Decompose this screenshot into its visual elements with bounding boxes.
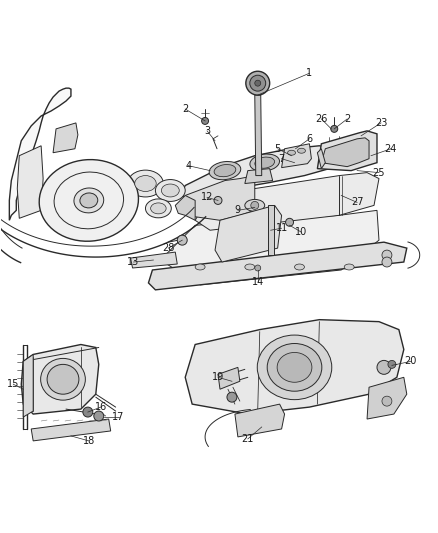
Ellipse shape <box>294 264 304 270</box>
Text: 12: 12 <box>201 192 213 203</box>
Polygon shape <box>185 175 255 220</box>
Ellipse shape <box>209 161 241 180</box>
Circle shape <box>388 360 396 368</box>
Circle shape <box>227 392 237 402</box>
Circle shape <box>177 235 187 245</box>
Ellipse shape <box>127 170 163 197</box>
Ellipse shape <box>74 188 104 213</box>
Text: 2: 2 <box>344 114 350 124</box>
Polygon shape <box>31 419 111 441</box>
Polygon shape <box>23 354 33 417</box>
Polygon shape <box>367 377 407 419</box>
Ellipse shape <box>214 165 236 177</box>
Polygon shape <box>282 144 311 168</box>
Ellipse shape <box>344 264 354 270</box>
Polygon shape <box>318 131 377 171</box>
Ellipse shape <box>161 184 179 197</box>
Ellipse shape <box>245 264 255 270</box>
Polygon shape <box>185 320 404 414</box>
Circle shape <box>382 396 392 406</box>
Polygon shape <box>255 95 262 175</box>
Polygon shape <box>175 196 195 220</box>
Text: 7: 7 <box>279 154 285 164</box>
Text: 28: 28 <box>162 243 174 253</box>
Circle shape <box>255 265 261 271</box>
Text: 27: 27 <box>351 197 364 207</box>
Circle shape <box>251 201 259 209</box>
Polygon shape <box>245 168 273 183</box>
Polygon shape <box>17 146 43 219</box>
Ellipse shape <box>250 154 279 171</box>
Polygon shape <box>148 242 407 290</box>
Polygon shape <box>21 344 99 414</box>
Text: 15: 15 <box>7 379 20 389</box>
Polygon shape <box>53 123 78 153</box>
Text: 21: 21 <box>242 434 254 444</box>
Circle shape <box>382 257 392 267</box>
Ellipse shape <box>41 358 85 400</box>
Circle shape <box>246 71 270 95</box>
Ellipse shape <box>255 157 275 168</box>
Text: 18: 18 <box>83 436 95 446</box>
Polygon shape <box>318 149 325 168</box>
Text: 20: 20 <box>405 357 417 366</box>
Text: 6: 6 <box>306 134 312 144</box>
Ellipse shape <box>145 199 171 218</box>
Polygon shape <box>9 88 71 220</box>
Ellipse shape <box>47 365 79 394</box>
Polygon shape <box>180 146 334 200</box>
Ellipse shape <box>257 335 332 400</box>
Circle shape <box>83 407 93 417</box>
Text: 11: 11 <box>276 223 288 233</box>
Text: 9: 9 <box>235 205 241 215</box>
Polygon shape <box>195 173 379 230</box>
Text: 3: 3 <box>204 126 210 136</box>
Polygon shape <box>235 404 285 437</box>
Circle shape <box>255 80 261 86</box>
Text: 24: 24 <box>385 144 397 154</box>
Ellipse shape <box>297 148 305 153</box>
Polygon shape <box>218 367 240 389</box>
Text: 19: 19 <box>212 372 224 382</box>
Text: 4: 4 <box>185 160 191 171</box>
Circle shape <box>201 117 208 124</box>
Polygon shape <box>321 138 369 167</box>
Text: 16: 16 <box>95 402 107 412</box>
Circle shape <box>377 360 391 374</box>
Text: 1: 1 <box>306 68 312 78</box>
Ellipse shape <box>39 159 138 241</box>
Text: 10: 10 <box>295 227 307 237</box>
Text: 26: 26 <box>315 114 328 124</box>
Circle shape <box>94 411 104 421</box>
Text: 14: 14 <box>251 277 264 287</box>
Circle shape <box>331 125 338 132</box>
Circle shape <box>286 219 293 226</box>
Ellipse shape <box>195 264 205 270</box>
Ellipse shape <box>288 150 296 155</box>
Ellipse shape <box>245 199 265 212</box>
Ellipse shape <box>155 180 185 201</box>
Ellipse shape <box>135 175 156 191</box>
Ellipse shape <box>54 172 124 229</box>
Circle shape <box>214 197 222 204</box>
Text: 13: 13 <box>127 257 140 267</box>
Text: 23: 23 <box>375 118 387 128</box>
Ellipse shape <box>151 203 166 214</box>
Polygon shape <box>215 205 282 262</box>
Text: 5: 5 <box>275 144 281 154</box>
Text: 17: 17 <box>113 412 125 422</box>
Polygon shape <box>160 211 379 285</box>
Ellipse shape <box>267 343 322 391</box>
Polygon shape <box>268 205 274 255</box>
Ellipse shape <box>80 193 98 208</box>
Circle shape <box>382 250 392 260</box>
Circle shape <box>250 75 266 91</box>
Ellipse shape <box>277 352 312 382</box>
Polygon shape <box>131 252 177 268</box>
Text: 25: 25 <box>373 167 385 177</box>
Text: 2: 2 <box>182 104 188 114</box>
